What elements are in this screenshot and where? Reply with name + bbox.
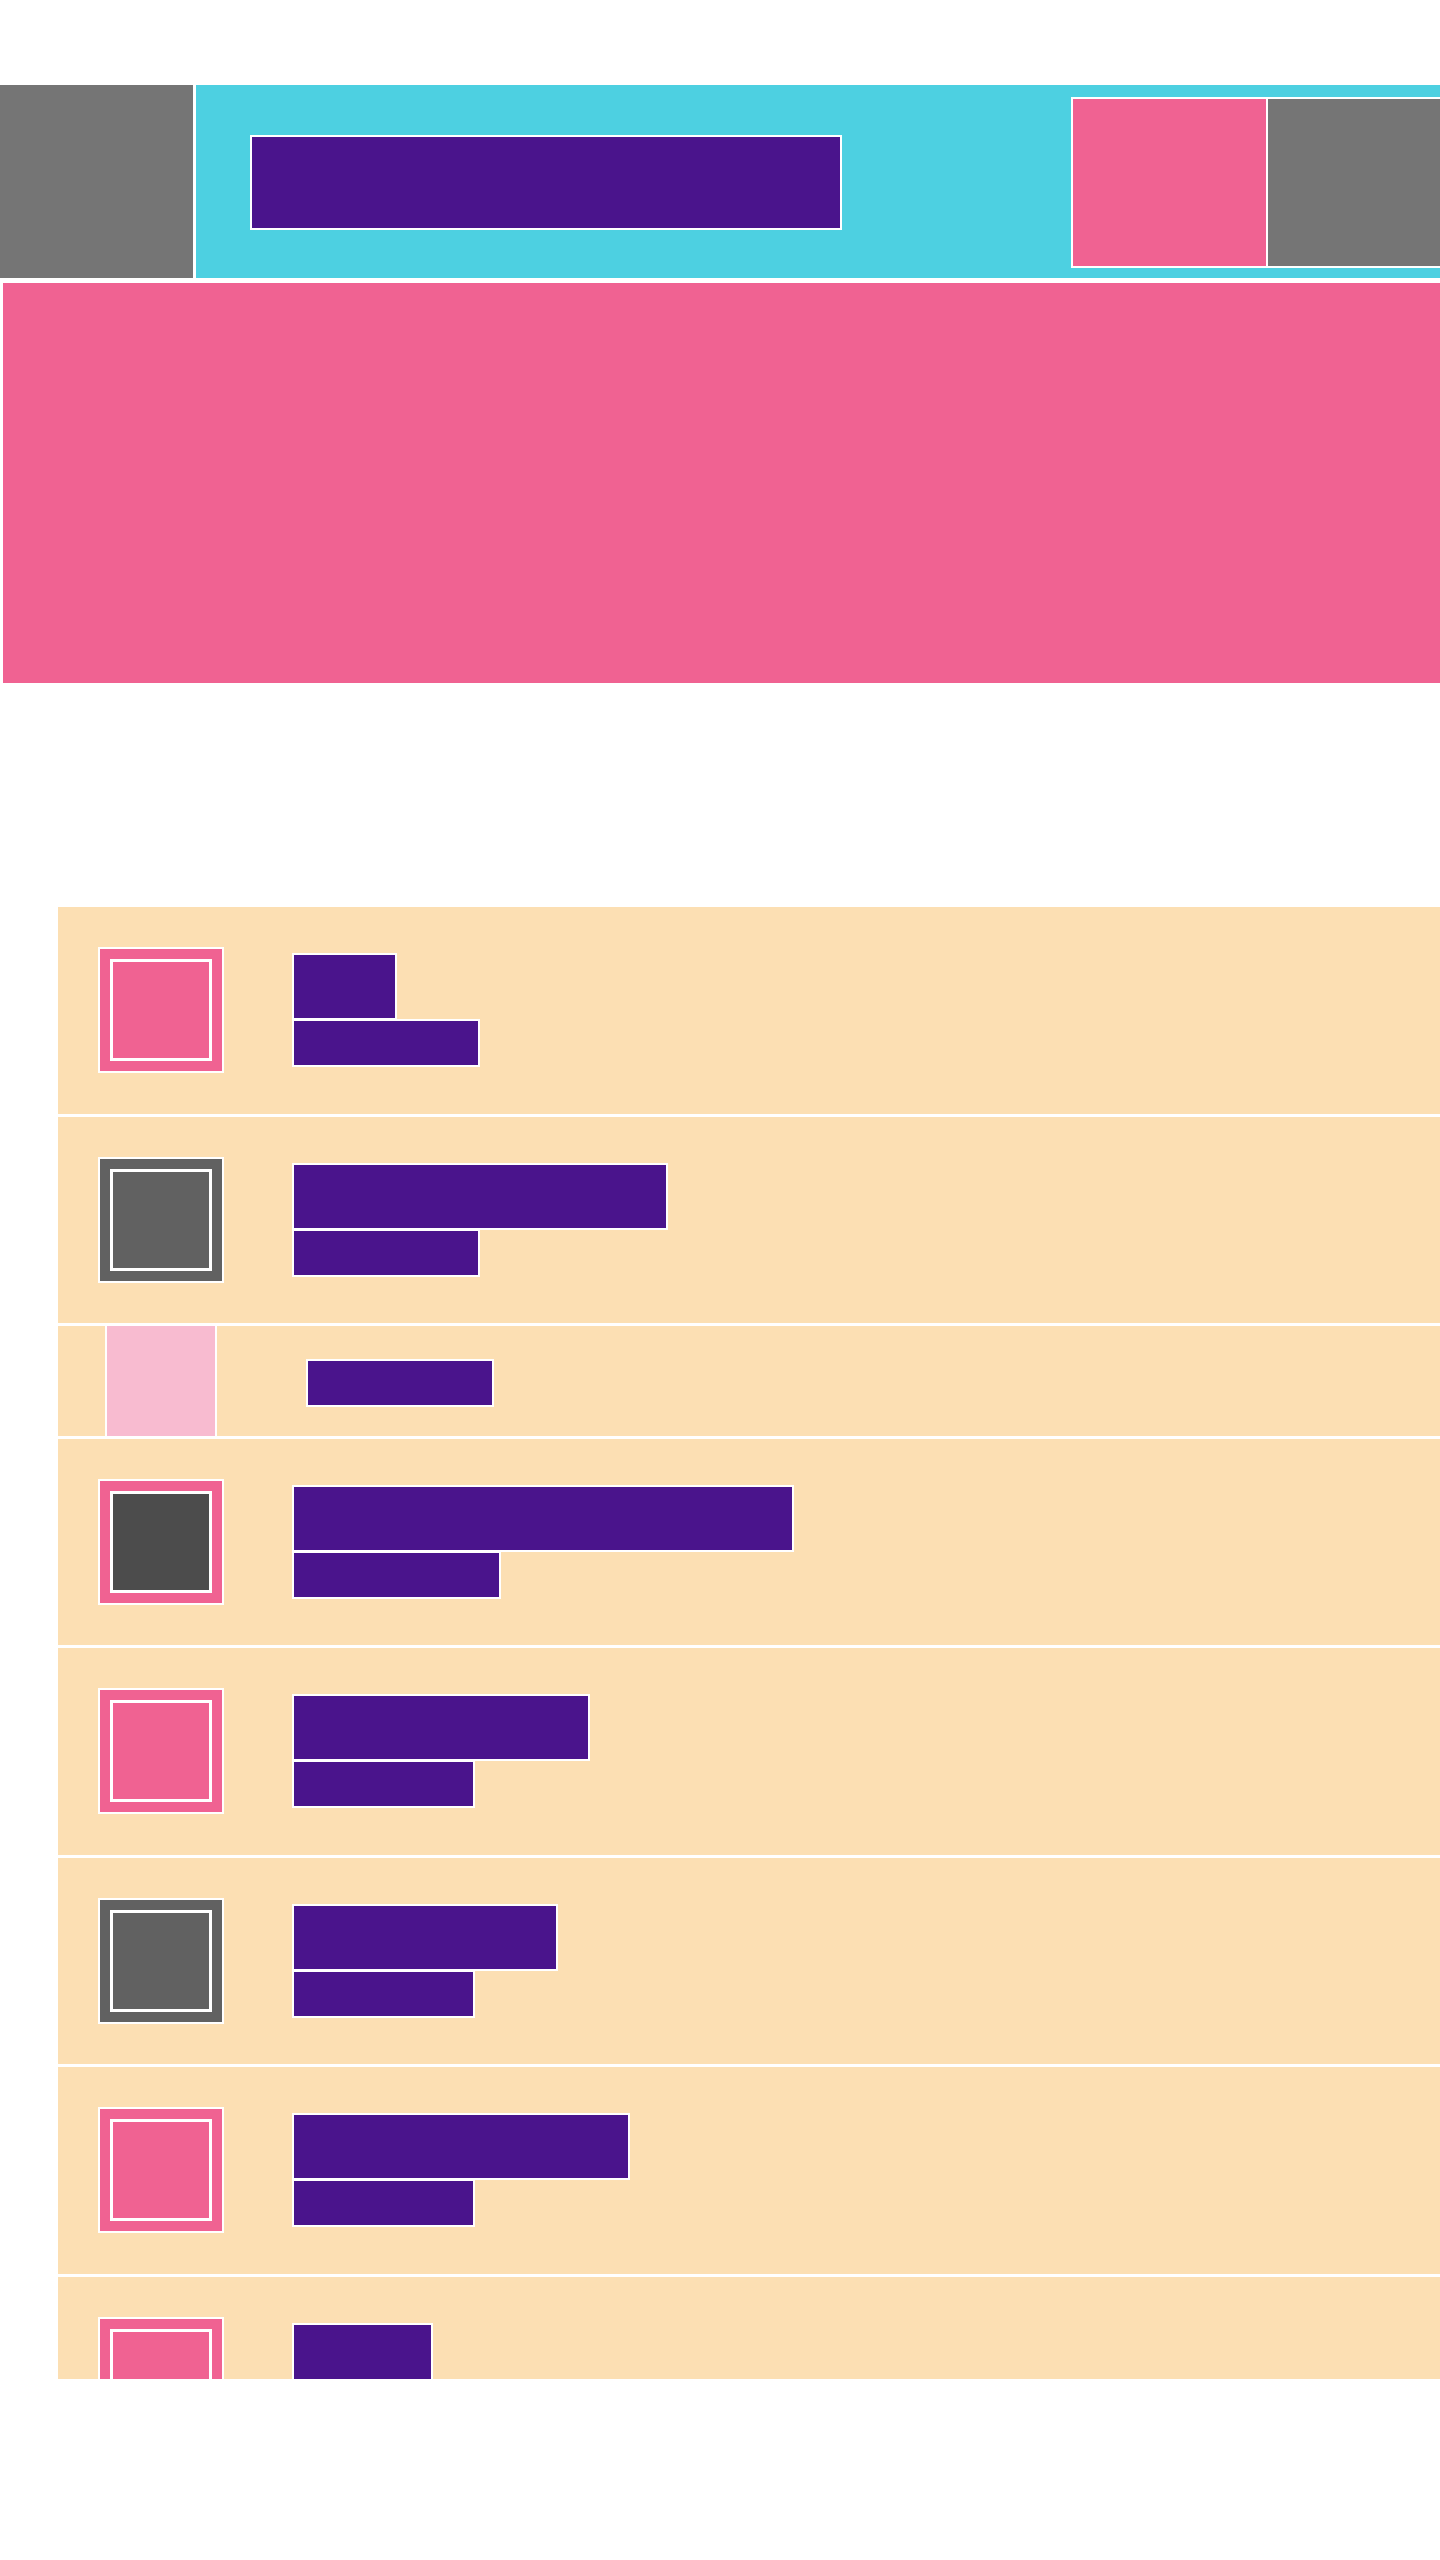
hero-banner (3, 283, 1440, 683)
list-item-subtitle (292, 1229, 480, 1277)
list-item-title (292, 1904, 558, 1971)
list-item[interactable] (58, 1648, 1440, 1858)
avatar (98, 1479, 224, 1605)
avatar (98, 2317, 224, 2379)
list-item-title (292, 1163, 668, 1230)
list-item-title (292, 1694, 590, 1761)
list-item-subtitle (292, 1760, 475, 1808)
list-item-subtitle (292, 1551, 501, 1599)
page-title (250, 135, 842, 230)
header-overflow-button[interactable] (1266, 97, 1440, 268)
app-header (0, 85, 1440, 280)
list-item[interactable] (58, 2277, 1440, 2379)
list-item[interactable] (58, 1117, 1440, 1326)
avatar-image (110, 2119, 212, 2221)
avatar (98, 947, 224, 1073)
avatar-image (110, 959, 212, 1061)
header-action-button[interactable] (1071, 97, 1268, 268)
avatar-image (110, 2329, 212, 2379)
avatar-image (110, 1491, 212, 1593)
avatar-image (110, 1169, 212, 1271)
menu-icon[interactable] (0, 85, 196, 278)
thumbnail-image (105, 1326, 217, 1436)
list-item[interactable] (58, 907, 1440, 1117)
list-item-subtitle (292, 1970, 475, 2018)
list-item-subtitle (292, 2179, 475, 2227)
list-item-title (306, 1359, 494, 1407)
list-item[interactable] (58, 1326, 1440, 1439)
avatar (98, 1157, 224, 1283)
list-item-subtitle (292, 1019, 480, 1067)
item-list (58, 907, 1440, 2379)
list-item[interactable] (58, 1439, 1440, 1648)
avatar-image (110, 1700, 212, 1802)
avatar (98, 1898, 224, 2024)
list-item[interactable] (58, 1858, 1440, 2067)
avatar (98, 1688, 224, 1814)
list-item-title (292, 953, 397, 1020)
list-item-title (292, 2323, 433, 2379)
avatar-image (110, 1910, 212, 2012)
avatar (98, 2107, 224, 2233)
list-item-title (292, 1485, 794, 1552)
list-item-title (292, 2113, 630, 2180)
list-item[interactable] (58, 2067, 1440, 2277)
